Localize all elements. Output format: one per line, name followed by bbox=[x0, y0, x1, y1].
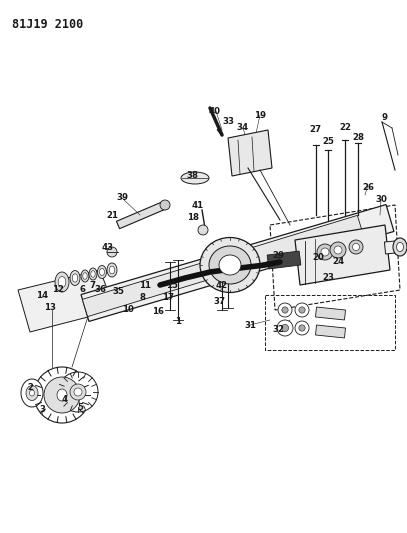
Text: 15: 15 bbox=[166, 280, 178, 289]
Text: 9: 9 bbox=[382, 114, 388, 123]
Text: 31: 31 bbox=[244, 320, 256, 329]
Text: 7: 7 bbox=[89, 280, 95, 289]
Circle shape bbox=[334, 246, 342, 254]
Text: 33: 33 bbox=[222, 117, 234, 126]
Text: 40: 40 bbox=[209, 108, 221, 117]
Text: 16: 16 bbox=[152, 308, 164, 317]
Circle shape bbox=[282, 307, 288, 313]
Ellipse shape bbox=[26, 385, 38, 400]
Circle shape bbox=[198, 225, 208, 235]
Text: 81J19 2100: 81J19 2100 bbox=[12, 18, 83, 31]
Text: 20: 20 bbox=[312, 254, 324, 262]
Text: 11: 11 bbox=[139, 280, 151, 289]
Ellipse shape bbox=[219, 255, 241, 275]
Circle shape bbox=[352, 244, 359, 251]
Text: 30: 30 bbox=[375, 196, 387, 205]
Text: 37: 37 bbox=[214, 297, 226, 306]
Polygon shape bbox=[81, 205, 394, 321]
Circle shape bbox=[295, 303, 309, 317]
Ellipse shape bbox=[107, 263, 117, 277]
Text: 24: 24 bbox=[332, 257, 344, 266]
Circle shape bbox=[58, 372, 98, 412]
Text: 32: 32 bbox=[272, 326, 284, 335]
Ellipse shape bbox=[200, 238, 260, 293]
Ellipse shape bbox=[393, 238, 407, 256]
Text: 22: 22 bbox=[339, 124, 351, 133]
Polygon shape bbox=[116, 201, 166, 229]
Ellipse shape bbox=[83, 273, 87, 279]
Polygon shape bbox=[315, 307, 346, 320]
Circle shape bbox=[349, 240, 363, 254]
Text: 17: 17 bbox=[162, 294, 174, 303]
Circle shape bbox=[44, 377, 80, 413]
Circle shape bbox=[330, 242, 346, 258]
Bar bbox=[265, 295, 395, 350]
Text: 14: 14 bbox=[36, 290, 48, 300]
Ellipse shape bbox=[209, 246, 251, 284]
Text: 41: 41 bbox=[192, 200, 204, 209]
Text: 8: 8 bbox=[140, 294, 146, 303]
Text: 27: 27 bbox=[309, 125, 321, 134]
Polygon shape bbox=[267, 251, 301, 269]
Ellipse shape bbox=[72, 274, 78, 282]
Ellipse shape bbox=[98, 265, 107, 279]
Polygon shape bbox=[82, 215, 363, 317]
Text: 42: 42 bbox=[216, 280, 228, 289]
Circle shape bbox=[74, 388, 82, 396]
Ellipse shape bbox=[100, 269, 105, 276]
Text: 26: 26 bbox=[362, 183, 374, 192]
Circle shape bbox=[107, 247, 117, 257]
Polygon shape bbox=[315, 325, 346, 338]
Polygon shape bbox=[295, 225, 390, 285]
Text: 35: 35 bbox=[112, 287, 124, 296]
Text: 10: 10 bbox=[122, 305, 134, 314]
Ellipse shape bbox=[396, 243, 403, 252]
Circle shape bbox=[70, 384, 86, 400]
Text: 18: 18 bbox=[187, 214, 199, 222]
Text: 39: 39 bbox=[116, 193, 128, 203]
Circle shape bbox=[278, 303, 292, 317]
Text: 34: 34 bbox=[237, 124, 249, 133]
Circle shape bbox=[299, 325, 305, 331]
Circle shape bbox=[160, 200, 170, 210]
Ellipse shape bbox=[89, 268, 97, 280]
Circle shape bbox=[321, 248, 329, 256]
Text: 21: 21 bbox=[106, 211, 118, 220]
Text: 43: 43 bbox=[102, 244, 114, 253]
Text: 19: 19 bbox=[254, 110, 266, 119]
Text: 1: 1 bbox=[175, 318, 181, 327]
Text: 12: 12 bbox=[52, 286, 64, 295]
Text: 6: 6 bbox=[79, 286, 85, 295]
Circle shape bbox=[277, 320, 293, 336]
Text: 2: 2 bbox=[27, 384, 33, 392]
Text: 3: 3 bbox=[39, 406, 45, 415]
Ellipse shape bbox=[55, 272, 69, 292]
Circle shape bbox=[34, 367, 90, 423]
Circle shape bbox=[281, 325, 289, 332]
Ellipse shape bbox=[91, 271, 95, 277]
Polygon shape bbox=[228, 130, 272, 176]
Text: 5: 5 bbox=[77, 403, 83, 413]
Text: 36: 36 bbox=[94, 286, 106, 295]
Ellipse shape bbox=[81, 270, 89, 282]
Circle shape bbox=[295, 321, 309, 335]
Text: 28: 28 bbox=[352, 133, 364, 142]
Polygon shape bbox=[384, 240, 406, 254]
Text: 23: 23 bbox=[322, 273, 334, 282]
Ellipse shape bbox=[29, 390, 35, 396]
Ellipse shape bbox=[109, 266, 115, 274]
Circle shape bbox=[299, 307, 305, 313]
Ellipse shape bbox=[21, 379, 43, 407]
Text: 25: 25 bbox=[322, 138, 334, 147]
Text: 13: 13 bbox=[44, 303, 56, 312]
Text: 4: 4 bbox=[62, 395, 68, 405]
Text: 29: 29 bbox=[272, 251, 284, 260]
Ellipse shape bbox=[181, 172, 209, 184]
Ellipse shape bbox=[58, 277, 66, 287]
Ellipse shape bbox=[57, 389, 67, 401]
Polygon shape bbox=[18, 270, 115, 332]
Ellipse shape bbox=[70, 271, 80, 286]
Text: 38: 38 bbox=[186, 171, 198, 180]
Circle shape bbox=[317, 244, 333, 260]
